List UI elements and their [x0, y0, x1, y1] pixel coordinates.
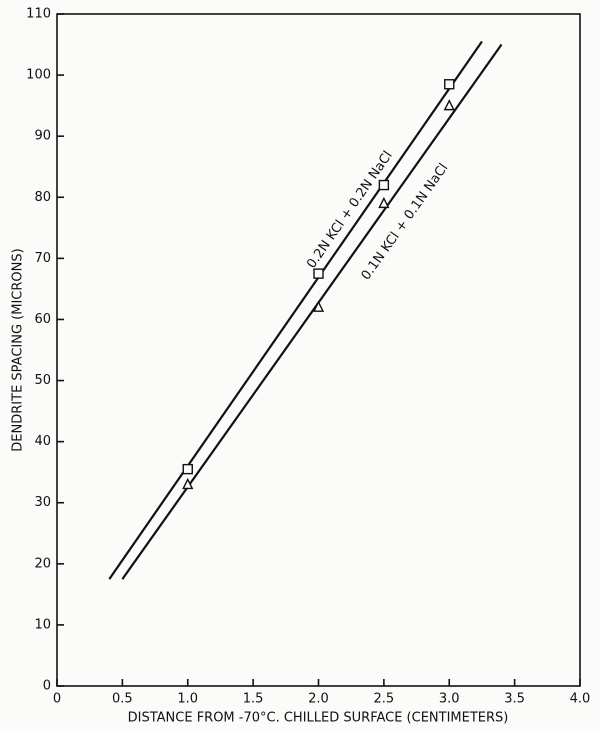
y-tick-label: 20 [34, 556, 51, 571]
point [182, 477, 194, 490]
y-tick-label: 90 [34, 129, 51, 144]
y-tick-label: 110 [26, 7, 51, 22]
y-tick-label: 70 [34, 251, 51, 266]
plot-frame [56, 13, 581, 687]
point [312, 300, 325, 312]
x-tick-label: 3.0 [439, 692, 460, 707]
x-tick-label: 2.5 [374, 692, 395, 707]
x-tick-label: 3.5 [504, 692, 525, 707]
fit-line [121, 43, 503, 580]
fit-line [108, 40, 483, 580]
x-tick-label: 1.0 [177, 692, 198, 707]
x-tick-label: 2.0 [308, 692, 329, 707]
point [378, 179, 390, 191]
y-tick-label: 0 [43, 679, 51, 694]
y-tick-label: 50 [34, 373, 51, 388]
x-axis-title: DISTANCE FROM -70°C. CHILLED SURFACE (CE… [128, 711, 509, 726]
y-tick-label: 100 [26, 68, 51, 83]
x-tick-label: 0.5 [112, 692, 133, 707]
point [378, 196, 390, 209]
x-tick-label: 1.5 [243, 692, 264, 707]
y-tick-label: 10 [34, 617, 51, 632]
point [444, 79, 455, 90]
x-tick-label: 4.0 [570, 692, 591, 707]
y-tick-label: 80 [34, 190, 51, 205]
point [313, 268, 324, 279]
y-tick-label: 30 [34, 495, 51, 510]
point [182, 463, 193, 475]
y-tick-label: 40 [34, 434, 51, 449]
point [443, 99, 455, 111]
y-axis-title: DENDRITE SPACING (MICRONS) [11, 248, 26, 451]
y-tick-label: 60 [34, 312, 51, 327]
x-tick-label: 0 [53, 692, 61, 707]
